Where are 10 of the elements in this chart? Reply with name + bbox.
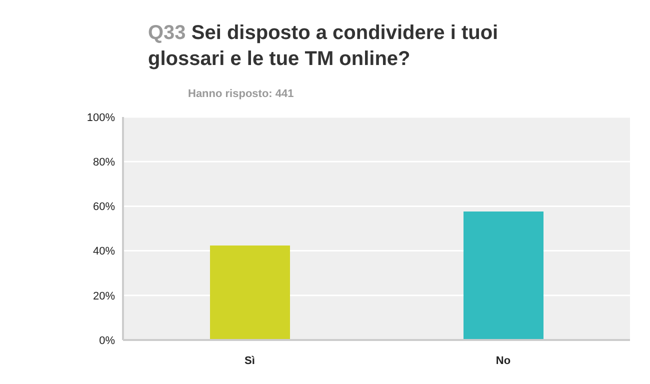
x-tick-label: No [496,354,511,367]
y-tick-label: 40% [92,246,116,258]
y-tick-label: 80% [92,156,116,169]
y-tick-label: 100% [86,112,116,124]
y-tick-label: 60% [92,201,116,214]
chart-title: Q33 Sei disposto a condividere i tuoi glossari e le tue TM online? [148,22,498,70]
chart-subtitle: Hanno risposto: 441 [188,88,294,100]
x-tick-label: Sì [244,354,255,367]
y-tick-label: 20% [92,290,116,302]
y-tick-label: 0% [99,334,116,347]
